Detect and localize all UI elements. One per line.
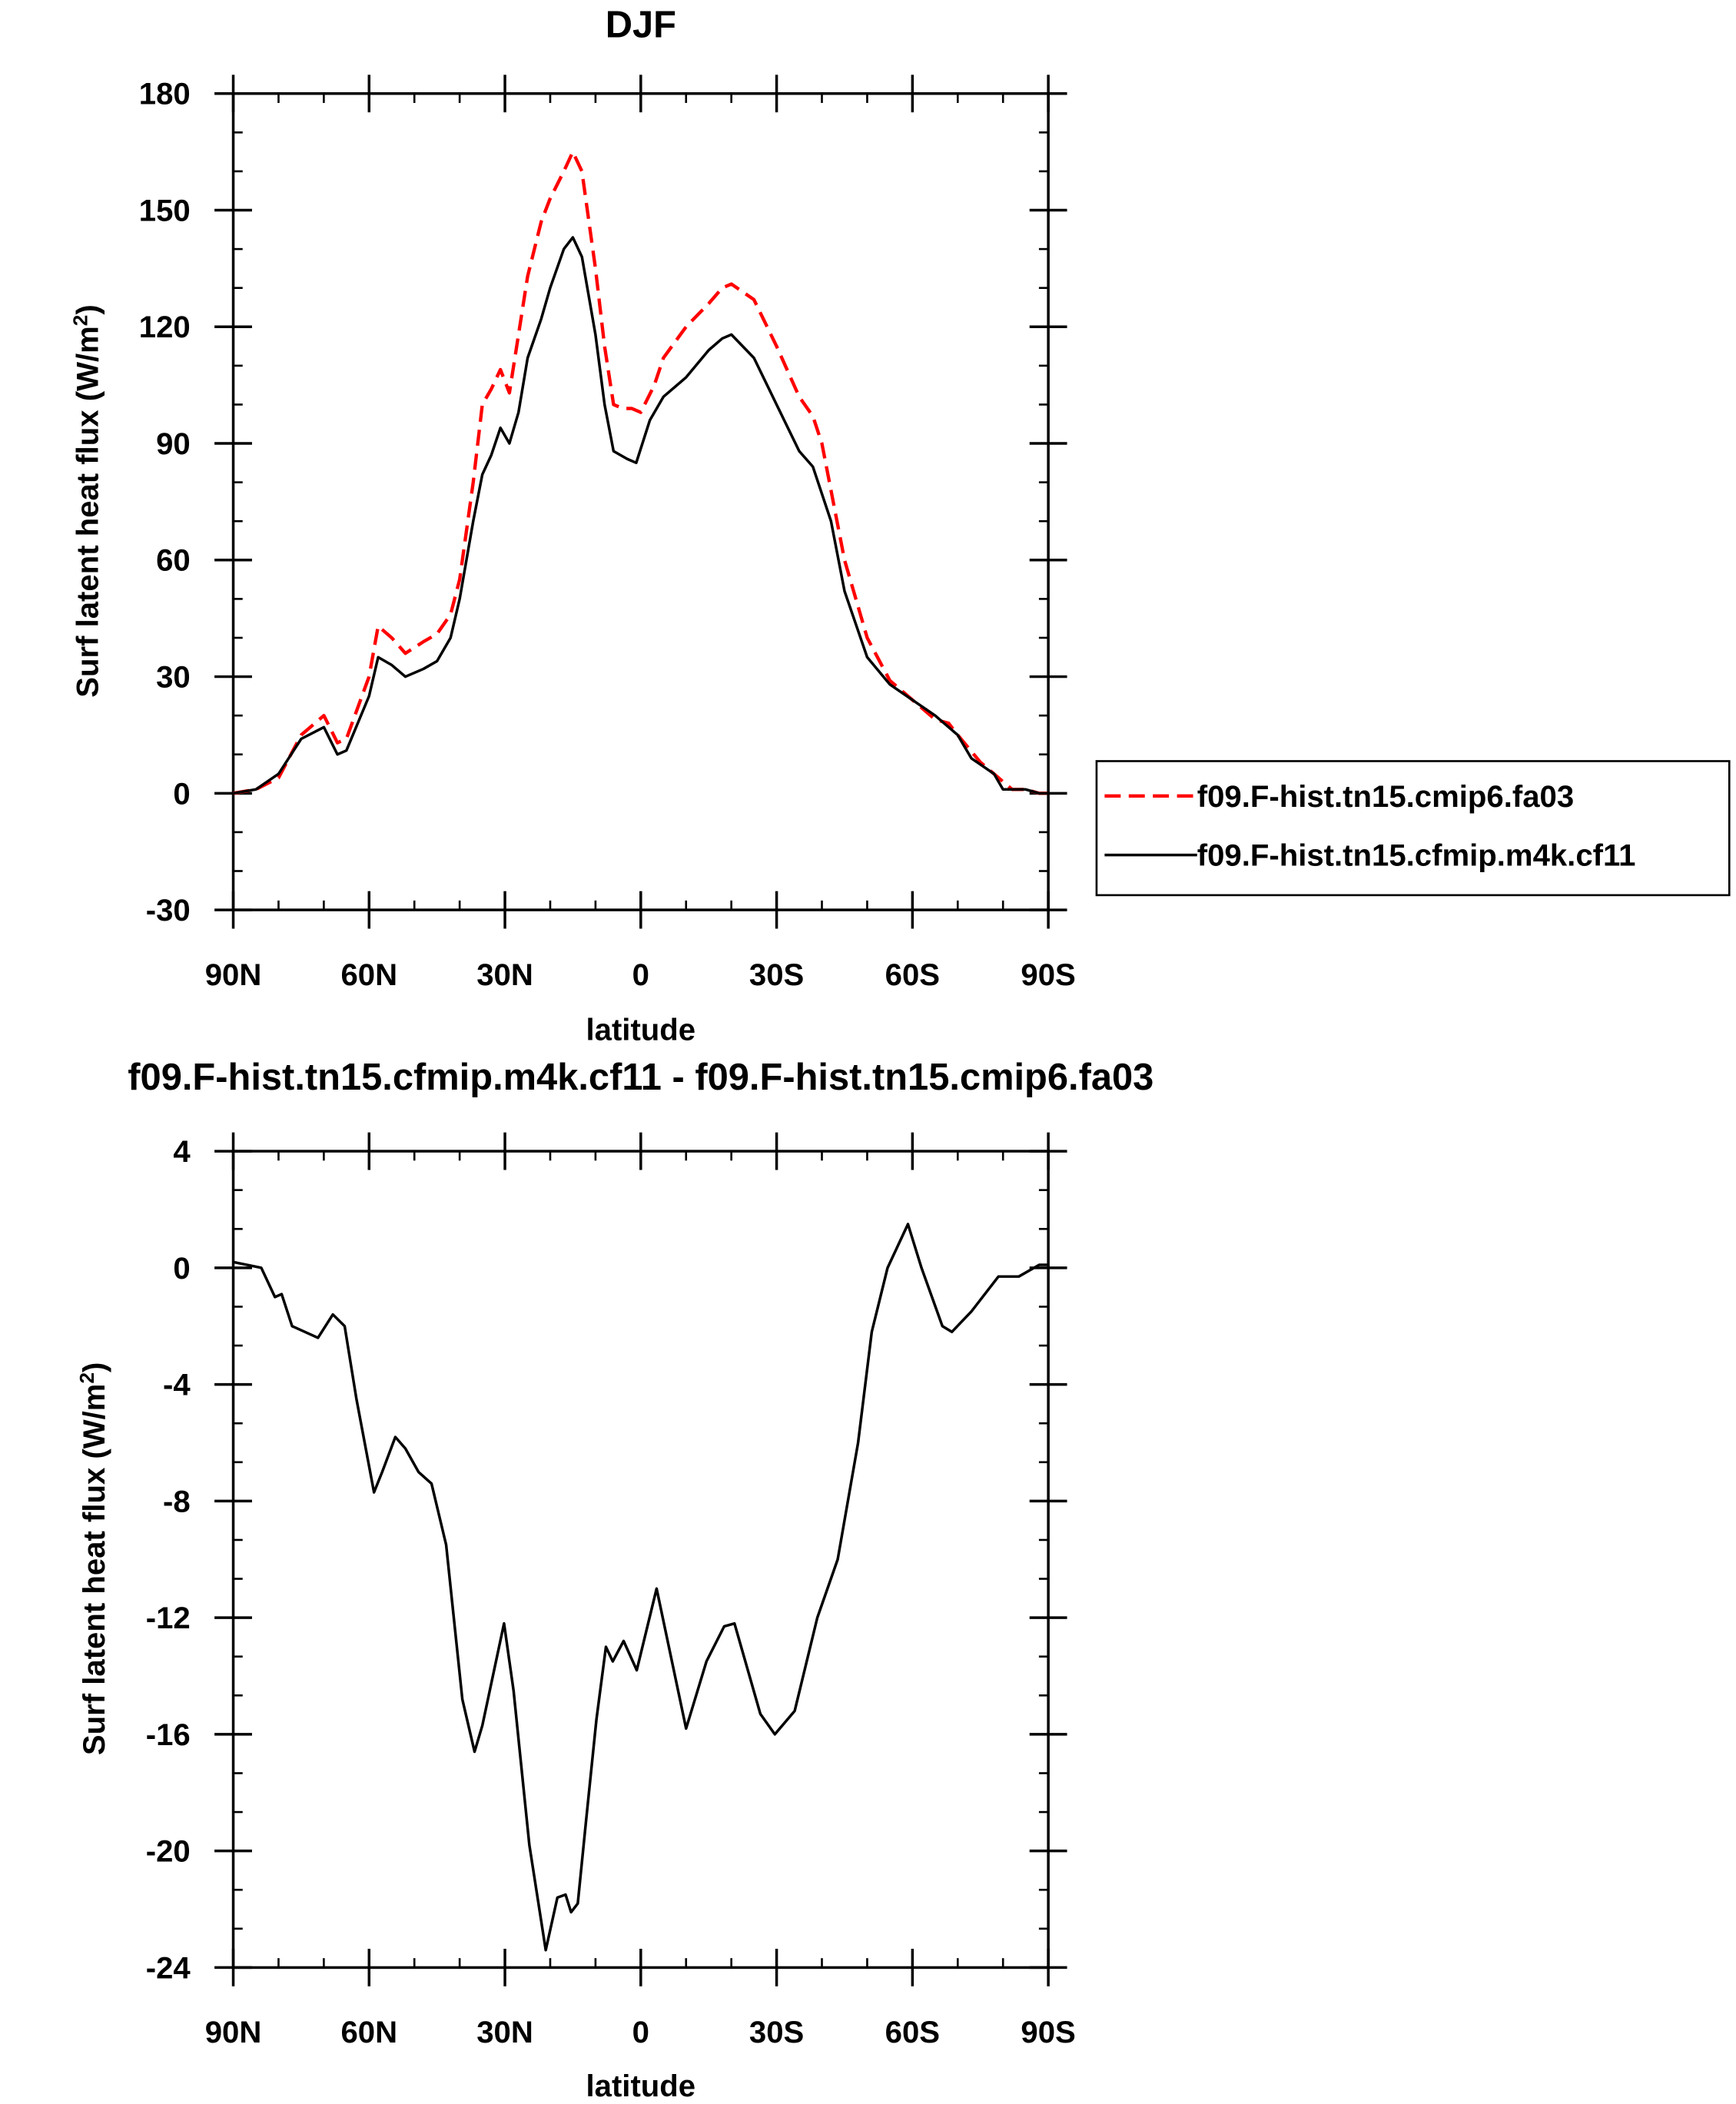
series-line-f09.F-hist.tn15.cmip6.fa03 (233, 150, 1049, 795)
x-tick-label: 30S (749, 957, 804, 992)
y-tick-label: 180 (139, 77, 191, 111)
y-tick-label: -20 (146, 1834, 191, 1869)
series-line-difference (233, 1223, 1049, 1952)
bottom-y-axis-label: Surf latent heat flux (W/m2) (75, 1362, 111, 1755)
top-chart-title: DJF (606, 4, 676, 45)
y-tick-label: -24 (146, 1950, 191, 1985)
y-tick-label: -4 (163, 1368, 191, 1402)
y-tick-label: -12 (146, 1601, 191, 1635)
x-tick-label: 30S (749, 2015, 804, 2049)
legend-label-cmip6: f09.F-hist.tn15.cmip6.fa03 (1197, 779, 1574, 814)
legend: f09.F-hist.tn15.cmip6.fa03 f09.F-hist.tn… (1095, 760, 1731, 897)
legend-label-cfmip: f09.F-hist.tn15.cfmip.m4k.cf11 (1197, 838, 1636, 873)
x-tick-label: 0 (632, 2015, 649, 2049)
y-tick-label: 90 (156, 426, 191, 461)
top-plot: -30 0 30 60 90 120 150 180 90N 60N 30N 0 30S 60S 90S (139, 75, 1076, 992)
bottom-chart-title: f09.F-hist.tn15.cfmip.m4k.cf11 - f09.F-h… (128, 1057, 1153, 1098)
x-tick-label: 60S (885, 957, 940, 992)
y-tick-label: 150 (139, 193, 191, 227)
x-tick-label: 90S (1021, 2015, 1075, 2049)
x-tick-label: 90N (205, 2015, 262, 2049)
series-line-f09.F-hist.tn15.cfmip.m4k.cf11 (233, 236, 1049, 795)
plot-frame (231, 92, 1050, 911)
x-tick-label: 60S (885, 2015, 940, 2049)
x-tick-label: 60N (340, 2015, 397, 2049)
y-tick-label: -30 (146, 893, 191, 928)
x-tick-label: 90S (1021, 957, 1075, 992)
x-tick-label: 0 (632, 957, 649, 992)
y-tick-label: 120 (139, 310, 191, 344)
y-tick-label: 0 (173, 1251, 190, 1286)
legend-box (1095, 760, 1731, 897)
x-tick-label: 30N (476, 2015, 533, 2049)
x-tick-label: 60N (340, 957, 397, 992)
top-y-axis-label: Surf latent heat flux (W/m2) (68, 304, 105, 697)
x-tick-label: 90N (205, 957, 262, 992)
y-tick-label: -8 (163, 1484, 191, 1518)
top-x-axis-label: latitude (586, 1012, 696, 1047)
bottom-plot: -24 -20 -16 -12 -8 -4 0 4 90N 60N 30N 0 30S 60S 90S (146, 1132, 1076, 2049)
x-tick-label: 30N (476, 957, 533, 992)
y-tick-label: 60 (156, 543, 191, 578)
y-tick-label: 30 (156, 660, 191, 695)
plot-frame (231, 1150, 1050, 1970)
y-tick-label: 0 (173, 776, 190, 811)
y-tick-label: -16 (146, 1717, 191, 1752)
bottom-x-axis-label: latitude (586, 2069, 696, 2103)
y-tick-label: 4 (173, 1134, 191, 1169)
